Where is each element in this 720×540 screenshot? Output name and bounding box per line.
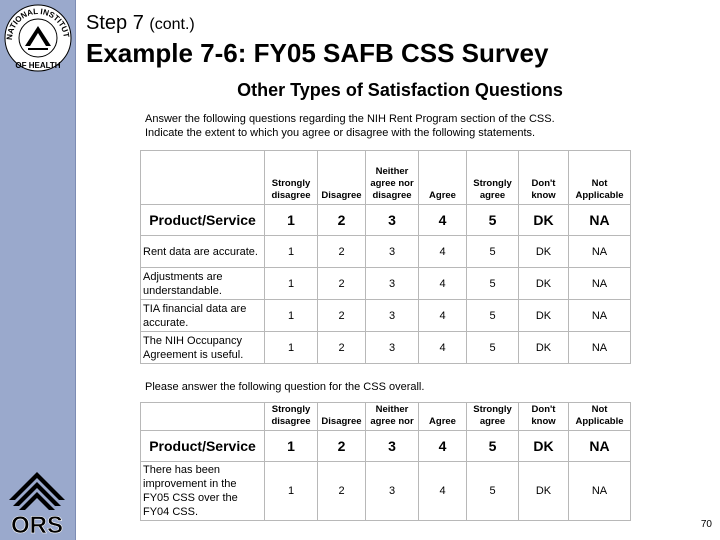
rating-option[interactable]: 2 [317,235,366,268]
header-blank [140,402,265,431]
rating-option[interactable]: DK [518,235,569,268]
header-strongly-disagree: Strongly disagree [264,402,318,431]
header-strongly-agree: Strongly agree [466,402,519,431]
rating-option[interactable]: 2 [317,267,366,300]
statement-label: Rent data are accurate. [140,235,265,268]
rating-option[interactable]: NA [568,299,631,332]
scale-value: 3 [365,204,419,236]
svg-text:OF HEALTH: OF HEALTH [15,61,60,70]
table-row: The NIH Occupancy Agreement is useful. 1… [140,331,631,364]
rating-option[interactable]: 4 [418,461,467,521]
survey-table-rent: Strongly disagree Disagree Neither agree… [140,150,631,364]
instructions: Answer the following questions regarding… [145,112,555,140]
step-heading: Step 7 (cont.) [86,12,195,35]
statement-label: Adjustments are understandable. [140,267,265,300]
page-number: 70 [700,519,712,530]
scale-value: NA [568,430,631,462]
survey-table-overall: Strongly disagree Disagree Neither agree… [140,402,631,521]
ors-logo-icon: ORS [9,472,65,536]
rating-option[interactable]: NA [568,461,631,521]
table-row: TIA financial data are accurate. 1 2 3 4… [140,299,631,332]
step-label: Step 7 [86,12,144,34]
instruction-line: Indicate the extent to which you agree o… [145,127,536,139]
header-neither: Neither agree nor [365,402,419,431]
header-dont-know: Don't know [518,150,569,205]
rating-option[interactable]: 1 [264,461,318,521]
slide-subtitle: Other Types of Satisfaction Questions [237,80,563,100]
left-sidebar: NATIONAL INSTITUTES OF HEALTH ORS [0,0,76,540]
rating-option[interactable]: NA [568,235,631,268]
rating-option[interactable]: 3 [365,299,419,332]
rating-option[interactable]: 4 [418,299,467,332]
table-row: Rent data are accurate. 1 2 3 4 5 DK NA [140,235,631,268]
scale-value: 2 [317,430,366,462]
header-dont-know: Don't know [518,402,569,431]
rating-option[interactable]: DK [518,267,569,300]
rating-option[interactable]: 1 [264,235,318,268]
rating-option[interactable]: 5 [466,267,519,300]
scale-value: 5 [466,430,519,462]
rating-option[interactable]: 5 [466,235,519,268]
instruction-line: Answer the following questions regarding… [145,113,555,125]
rating-option[interactable]: NA [568,331,631,364]
product-service-label: Product/Service [140,430,265,462]
header-not-applicable: Not Applicable [568,402,631,431]
scale-value: 4 [418,204,467,236]
scale-value: 4 [418,430,467,462]
header-strongly-agree: Strongly agree [466,150,519,205]
rating-option[interactable]: 4 [418,331,467,364]
overall-question: Please answer the following question for… [145,381,425,393]
rating-option[interactable]: 3 [365,461,419,521]
header-agree: Agree [418,402,467,431]
rating-option[interactable]: NA [568,267,631,300]
rating-option[interactable]: 2 [317,331,366,364]
scale-value: NA [568,204,631,236]
step-cont-label: (cont.) [149,16,195,33]
scale-value: DK [518,204,569,236]
scale-value: DK [518,430,569,462]
header-disagree: Disagree [317,150,366,205]
svg-text:ORS: ORS [11,512,63,536]
rating-option[interactable]: 5 [466,331,519,364]
statement-label: The NIH Occupancy Agreement is useful. [140,331,265,364]
scale-value: 2 [317,204,366,236]
header-strongly-disagree: Strongly disagree [264,150,318,205]
rating-option[interactable]: 3 [365,267,419,300]
rating-option[interactable]: 2 [317,461,366,521]
rating-option[interactable]: 5 [466,299,519,332]
product-service-label: Product/Service [140,204,265,236]
rating-option[interactable]: DK [518,461,569,521]
header-agree: Agree [418,150,467,205]
rating-option[interactable]: 1 [264,299,318,332]
rating-option[interactable]: DK [518,331,569,364]
scale-value: 5 [466,204,519,236]
rating-option[interactable]: DK [518,299,569,332]
rating-option[interactable]: 1 [264,267,318,300]
statement-label: There has been improvement in the FY05 C… [140,461,265,521]
slide-title: Example 7-6: FY05 SAFB CSS Survey [86,38,549,68]
nih-seal-icon: NATIONAL INSTITUTES OF HEALTH [3,2,72,72]
header-disagree: Disagree [317,402,366,431]
table-row: Adjustments are understandable. 1 2 3 4 … [140,267,631,300]
rating-option[interactable]: 2 [317,299,366,332]
scale-value: 1 [264,204,318,236]
rating-option[interactable]: 4 [418,235,467,268]
rating-option[interactable]: 3 [365,235,419,268]
scale-value: 3 [365,430,419,462]
rating-option[interactable]: 4 [418,267,467,300]
scale-value: 1 [264,430,318,462]
header-not-applicable: Not Applicable [568,150,631,205]
rating-option[interactable]: 5 [466,461,519,521]
header-blank [140,150,265,205]
table-row: There has been improvement in the FY05 C… [140,461,631,521]
rating-option[interactable]: 3 [365,331,419,364]
header-neither: Neither agree nor disagree [365,150,419,205]
rating-option[interactable]: 1 [264,331,318,364]
statement-label: TIA financial data are accurate. [140,299,265,332]
